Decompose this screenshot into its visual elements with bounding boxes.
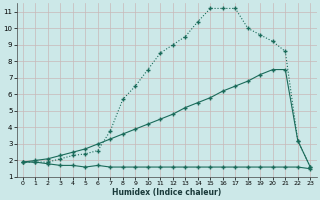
X-axis label: Humidex (Indice chaleur): Humidex (Indice chaleur) bbox=[112, 188, 221, 197]
